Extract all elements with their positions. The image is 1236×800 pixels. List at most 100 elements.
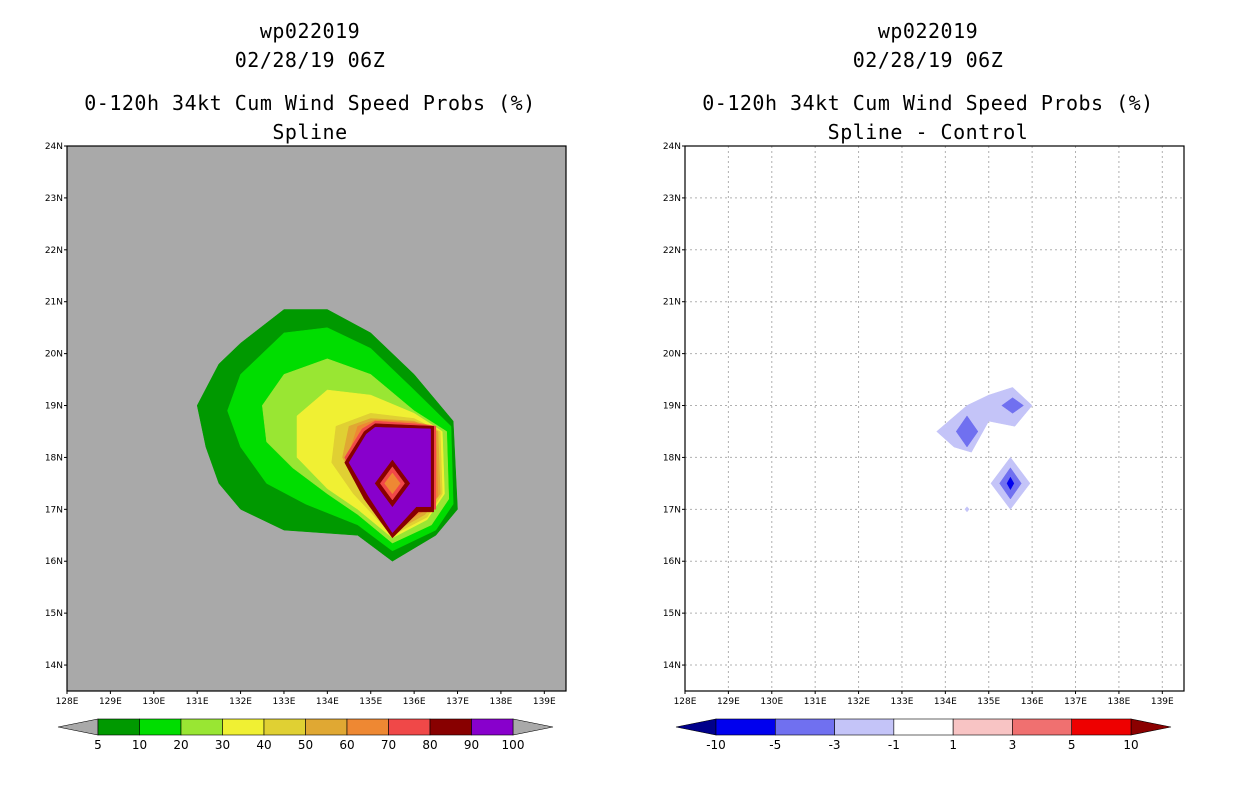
right-ytick-label: 23N	[663, 194, 681, 204]
left-colorbar-swatch	[97, 718, 140, 736]
left-colorbar-lower-arrow	[57, 718, 99, 736]
right-xtick-label: 128E	[674, 697, 697, 707]
right-contour-neg1	[964, 506, 970, 513]
left-colorbar-label: 90	[464, 738, 479, 752]
right-ytick-label: 19N	[663, 402, 681, 412]
left-colorbar-swatch	[139, 718, 182, 736]
right-colorbar-label: 5	[1068, 738, 1076, 752]
right-subtitle: Spline - Control	[827, 120, 1029, 144]
left-colorbar-swatch	[305, 718, 348, 736]
left-storm-id: wp022019	[259, 19, 361, 43]
right-xtick-label: 134E	[934, 697, 957, 707]
left-xtick-label: 139E	[533, 697, 556, 707]
left-ytick-label: 18N	[45, 453, 63, 463]
left-xtick-label: 134E	[316, 697, 339, 707]
left-ytick-label: 21N	[45, 298, 63, 308]
right-contour-neg5	[1006, 476, 1015, 491]
left-colorbar-swatch	[388, 718, 431, 736]
left-colorbar-label: 100	[502, 738, 525, 752]
right-xtick-label: 135E	[977, 697, 1000, 707]
right-xtick-label: 129E	[717, 697, 740, 707]
right-ytick-label: 15N	[663, 609, 681, 619]
left-colorbar-swatch	[263, 718, 306, 736]
left-ytick-label: 14N	[45, 661, 63, 671]
right-colorbar-swatch	[1012, 718, 1073, 736]
left-colorbar-upper-arrow	[512, 718, 554, 736]
left-ytick-label: 15N	[45, 609, 63, 619]
right-colorbar-swatch	[715, 718, 776, 736]
right-xtick-label: 131E	[804, 697, 827, 707]
right-xtick-label: 139E	[1151, 697, 1174, 707]
right-contour-neg3	[955, 415, 979, 448]
right-colorbar-swatch	[1071, 718, 1132, 736]
left-xtick-label: 133E	[273, 697, 296, 707]
left-xtick-label: 138E	[489, 697, 512, 707]
left-ytick-label: 16N	[45, 557, 63, 567]
right-xtick-label: 132E	[847, 697, 870, 707]
right-ytick-label: 17N	[663, 505, 681, 515]
right-storm-id: wp022019	[877, 19, 979, 43]
left-ytick-label: 23N	[45, 194, 63, 204]
right-ytick-label: 20N	[663, 350, 681, 360]
right-ytick-label: 24N	[663, 142, 681, 152]
right-colorbar-lower-arrow	[675, 718, 717, 736]
left-xtick-label: 130E	[142, 697, 165, 707]
right-colorbar-swatch	[774, 718, 835, 736]
right-colorbar-label: -5	[769, 738, 781, 752]
left-colorbar-swatch	[180, 718, 223, 736]
right-ytick-label: 21N	[663, 298, 681, 308]
right-xtick-label: 136E	[1021, 697, 1044, 707]
left-product-title: 0-120h 34kt Cum Wind Speed Probs (%)	[84, 91, 536, 115]
right-colorbar-swatch	[893, 718, 954, 736]
left-ytick-label: 22N	[45, 246, 63, 256]
left-colorbar-label: 50	[298, 738, 313, 752]
right-plot-background	[685, 146, 1184, 691]
left-colorbar-label: 10	[132, 738, 147, 752]
left-ytick-label: 24N	[45, 142, 63, 152]
left-ytick-label: 17N	[45, 505, 63, 515]
left-colorbar-swatch	[429, 718, 472, 736]
right-colorbar-label: 1	[949, 738, 957, 752]
left-xtick-label: 132E	[229, 697, 252, 707]
right-xtick-label: 130E	[760, 697, 783, 707]
left-colorbar-label: 20	[173, 738, 188, 752]
left-ytick-label: 19N	[45, 402, 63, 412]
right-colorbar-label: -1	[888, 738, 900, 752]
right-colorbar-label: -3	[829, 738, 841, 752]
left-ytick-label: 20N	[45, 350, 63, 360]
right-colorbar-label: 3	[1009, 738, 1017, 752]
right-product-title: 0-120h 34kt Cum Wind Speed Probs (%)	[702, 91, 1154, 115]
left-xtick-label: 136E	[403, 697, 426, 707]
left-colorbar-label: 30	[215, 738, 230, 752]
left-colorbar-label: 70	[381, 738, 396, 752]
right-colorbar-label: -10	[706, 738, 726, 752]
right-xtick-label: 137E	[1064, 697, 1087, 707]
right-colorbar-upper-arrow	[1130, 718, 1172, 736]
left-colorbar-label: 60	[339, 738, 354, 752]
left-colorbar-swatch	[346, 718, 389, 736]
right-xtick-label: 138E	[1107, 697, 1130, 707]
left-colorbar-label: 80	[422, 738, 437, 752]
left-xtick-label: 135E	[359, 697, 382, 707]
right-ytick-label: 22N	[663, 246, 681, 256]
left-contour-60	[384, 472, 401, 495]
right-colorbar-swatch	[952, 718, 1013, 736]
left-datetime: 02/28/19 06Z	[234, 48, 386, 72]
left-xtick-label: 129E	[99, 697, 122, 707]
right-ytick-label: 14N	[663, 661, 681, 671]
right-datetime: 02/28/19 06Z	[852, 48, 1004, 72]
left-colorbar-swatch	[471, 718, 514, 736]
left-colorbar-label: 40	[256, 738, 271, 752]
left-plot-frame	[66, 145, 567, 692]
right-plot-frame	[684, 145, 1185, 692]
left-xtick-label: 131E	[186, 697, 209, 707]
left-colorbar-swatch	[222, 718, 265, 736]
right-contour-neg3	[1001, 397, 1024, 414]
left-xtick-label: 128E	[56, 697, 79, 707]
right-colorbar-label: 10	[1123, 738, 1138, 752]
right-colorbar-swatch	[834, 718, 895, 736]
right-xtick-label: 133E	[891, 697, 914, 707]
left-xtick-label: 137E	[446, 697, 469, 707]
right-ytick-label: 16N	[663, 557, 681, 567]
